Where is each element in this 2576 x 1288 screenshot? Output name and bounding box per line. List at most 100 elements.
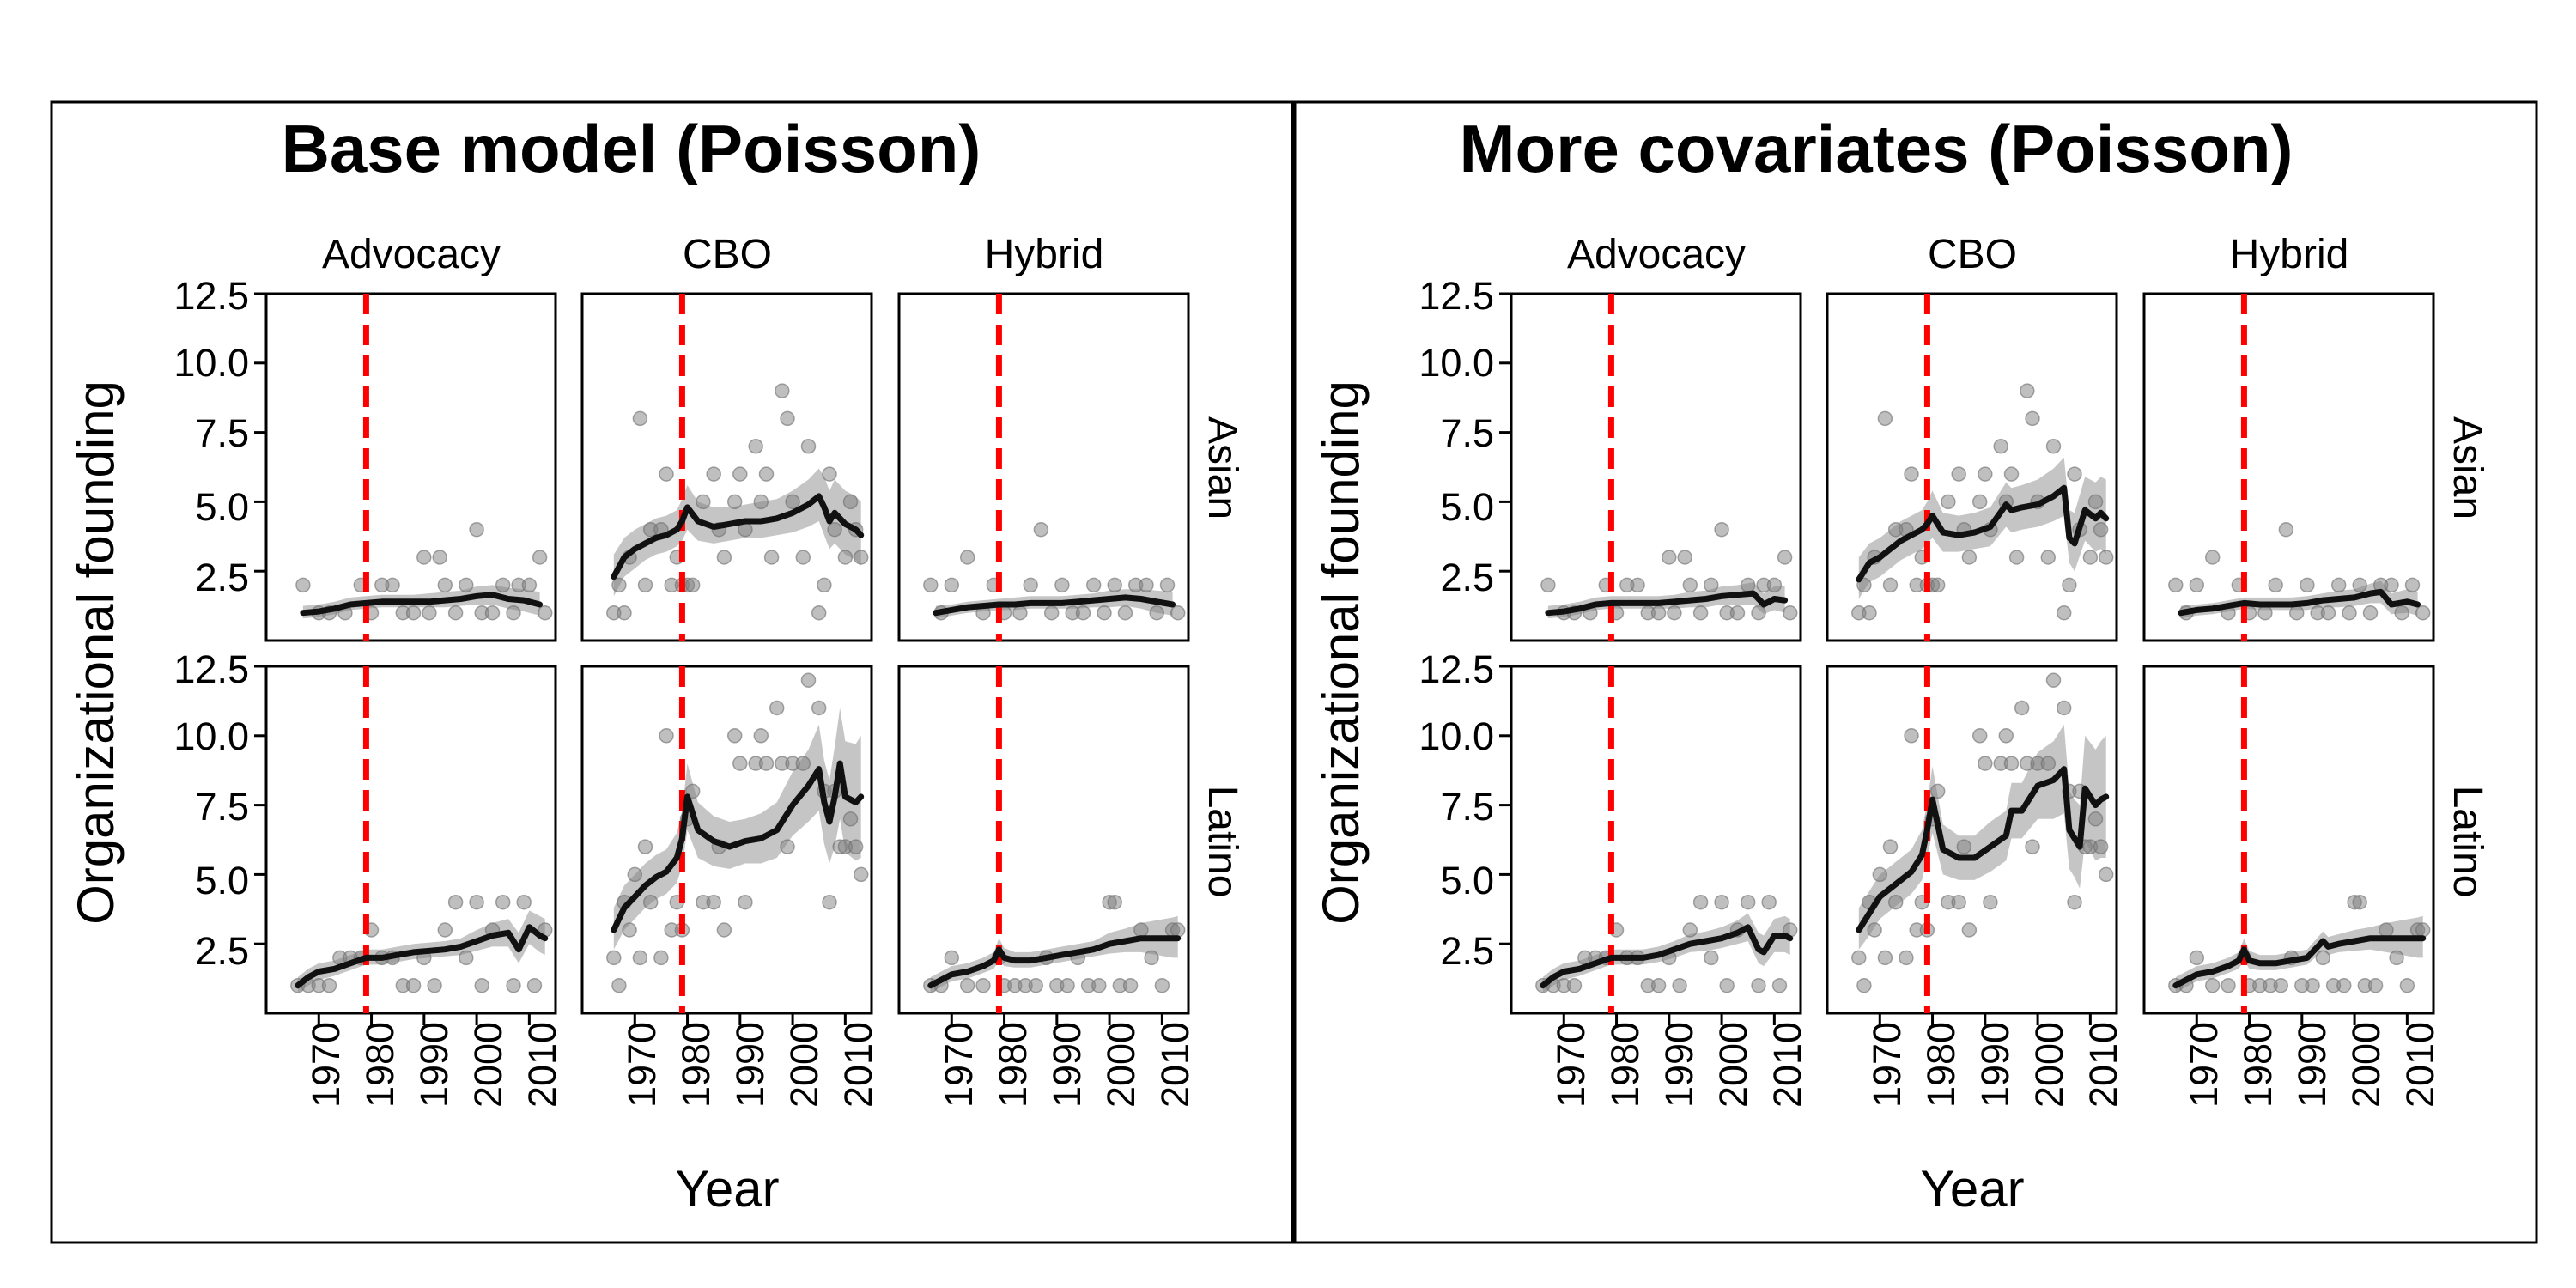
data-point: [447, 605, 464, 621]
data-point: [632, 950, 648, 966]
data-point: [944, 950, 960, 966]
data-point: [1862, 605, 1877, 621]
data-point: [758, 756, 775, 771]
facet-plot: [1826, 292, 2118, 642]
facet-content: [923, 294, 1186, 641]
facet-content: [290, 666, 553, 1013]
fitted-line: [300, 592, 544, 617]
data-point: [2040, 550, 2057, 565]
data-point: [459, 950, 474, 966]
data-point: [1877, 410, 1893, 427]
fitted-line: [2172, 935, 2427, 989]
data-point: [1941, 494, 1956, 510]
data-point: [2342, 605, 2357, 621]
fitted-line: [933, 594, 1176, 617]
data-point: [2362, 605, 2379, 621]
data-point: [1154, 977, 1170, 993]
facet-plot: [897, 665, 1190, 1025]
facet-plot: [2142, 292, 2435, 642]
x-tick-label: 1980: [991, 1022, 1035, 1108]
data-point: [1033, 521, 1049, 538]
data-point: [842, 811, 859, 827]
fitted-line: [1856, 484, 2110, 583]
data-point: [2415, 605, 2431, 621]
data-point: [1714, 894, 1729, 910]
data-point: [738, 894, 753, 910]
facet-row-label: Asian: [1200, 416, 1245, 519]
x-tick-label: 2010: [2081, 1022, 2125, 1108]
data-point: [769, 700, 785, 716]
facet-plot: [1499, 292, 1802, 642]
x-tick-label: 2010: [2398, 1022, 2442, 1108]
data-point: [1060, 977, 1075, 993]
data-point: [2040, 756, 2057, 771]
facet-content: [1851, 294, 2114, 641]
data-point: [1054, 577, 1070, 593]
data-point: [1149, 605, 1164, 621]
data-point: [1961, 550, 1978, 565]
y-tick-label: 12.5: [1419, 274, 1494, 318]
data-point: [785, 494, 800, 510]
data-point: [611, 977, 627, 993]
fitted-line: [1540, 924, 1794, 989]
data-point: [2082, 550, 2099, 565]
facet-column-label: CBO: [683, 232, 772, 277]
y-tick-label: 2.5: [195, 556, 249, 599]
data-point: [822, 466, 837, 482]
data-point: [1887, 894, 1904, 910]
facet-content: [1535, 666, 1798, 1013]
x-tick-label: 1980: [1919, 1022, 1963, 1108]
facet-column-label: CBO: [1928, 232, 2017, 277]
data-point: [1139, 577, 1154, 593]
x-tick-label: 2010: [1153, 1022, 1197, 1108]
x-axis-title: Year: [675, 1160, 779, 1218]
facet-plot: [254, 665, 557, 1025]
data-point: [622, 922, 637, 938]
y-tick-label: 12.5: [1419, 647, 1494, 691]
y-tick-label: 5.0: [1440, 485, 1494, 529]
x-tick-label: 2010: [1765, 1022, 1809, 1108]
data-point: [959, 977, 975, 993]
data-point: [1677, 550, 1692, 565]
x-tick-label: 1990: [412, 1022, 456, 1108]
data-point: [726, 728, 743, 744]
data-point: [1951, 894, 1966, 910]
facet-row-label: Latino: [1200, 786, 1245, 898]
x-tick-label: 2010: [836, 1022, 880, 1108]
data-point: [732, 756, 748, 771]
data-point: [2014, 700, 2030, 716]
y-tick-label: 5.0: [1440, 859, 1494, 902]
data-point: [637, 839, 653, 854]
data-point: [817, 577, 832, 593]
data-point: [484, 605, 501, 621]
data-point: [521, 577, 538, 593]
data-point: [1667, 605, 1682, 621]
data-point: [422, 605, 437, 621]
data-point: [2093, 521, 2109, 538]
fitted-line: [611, 493, 865, 580]
data-point: [2384, 577, 2399, 593]
data-point: [1704, 577, 1719, 593]
data-point: [1904, 466, 1919, 482]
data-point: [427, 977, 442, 993]
data-point: [1961, 922, 1978, 938]
data-point: [2273, 977, 2289, 993]
facet-content: [295, 294, 553, 641]
data-point: [2003, 756, 2020, 771]
data-point: [495, 894, 511, 910]
x-tick-label: 1980: [2236, 1022, 2280, 1108]
data-point: [1872, 866, 1888, 883]
data-point: [1023, 577, 1038, 593]
y-tick-label: 7.5: [1440, 785, 1494, 829]
data-point: [1771, 977, 1788, 993]
data-point: [959, 550, 975, 565]
y-tick-label: 7.5: [1440, 411, 1494, 455]
data-point: [659, 728, 674, 744]
data-point: [827, 521, 842, 538]
data-point: [1012, 605, 1028, 621]
data-point: [2098, 866, 2114, 883]
data-point: [1144, 950, 1159, 966]
data-point: [753, 728, 769, 744]
data-point: [653, 950, 669, 966]
